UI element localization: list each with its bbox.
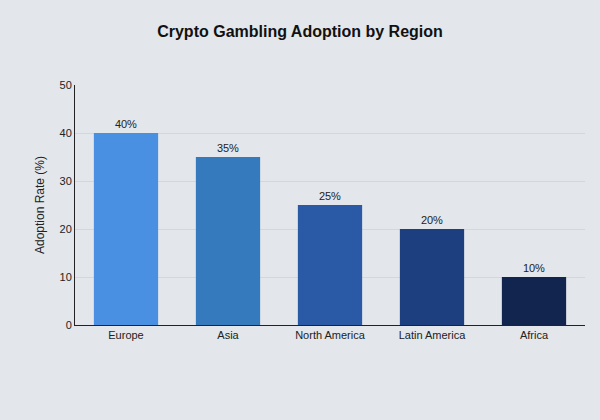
svg-text:50: 50 [60, 79, 72, 91]
svg-text:30: 30 [60, 175, 72, 187]
svg-text:10%: 10% [523, 262, 545, 274]
svg-text:25%: 25% [319, 190, 341, 202]
svg-text:40%: 40% [115, 118, 137, 130]
svg-text:35%: 35% [217, 142, 239, 154]
svg-text:Asia: Asia [217, 329, 239, 341]
svg-text:Europe: Europe [108, 329, 143, 341]
svg-text:Adoption Rate (%): Adoption Rate (%) [33, 156, 47, 254]
svg-text:Africa: Africa [520, 329, 549, 341]
svg-text:40: 40 [60, 127, 72, 139]
svg-text:Latin America: Latin America [399, 329, 467, 341]
svg-text:20%: 20% [421, 214, 443, 226]
svg-text:Crypto Gambling Adoption by Re: Crypto Gambling Adoption by Region [157, 23, 443, 40]
svg-text:20: 20 [60, 223, 72, 235]
svg-text:10: 10 [60, 271, 72, 283]
svg-text:0: 0 [66, 319, 72, 331]
svg-text:North America: North America [295, 329, 366, 341]
